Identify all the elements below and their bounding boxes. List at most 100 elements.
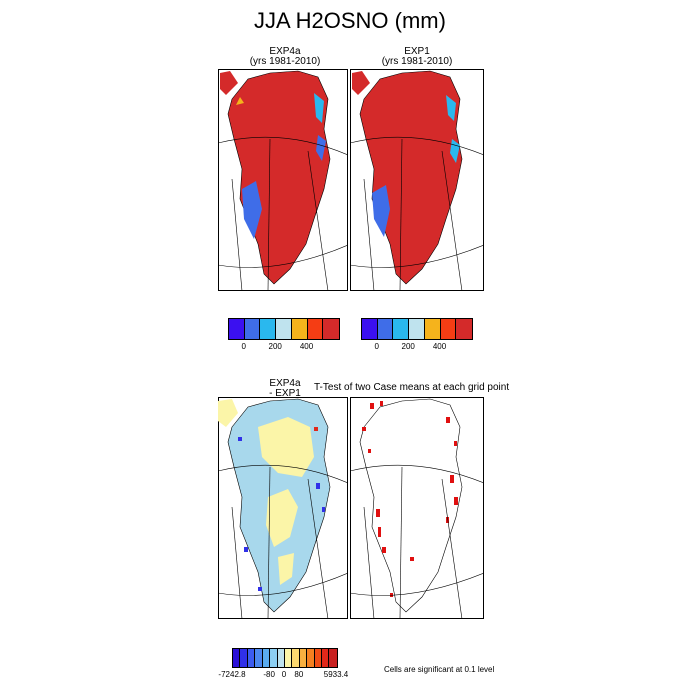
latitude-line — [218, 572, 348, 596]
panel-title-difference: EXP4a - EXP1 — [220, 379, 350, 399]
colorbar-swatch — [440, 319, 457, 339]
colorbar-difference — [232, 648, 338, 668]
colorbar-tick-label: -7242.8 — [218, 670, 246, 679]
colorbar-swatch — [323, 319, 339, 339]
sig-cell — [370, 403, 374, 409]
west-coast-snow-low — [372, 185, 390, 237]
colorbar-swatch — [299, 649, 308, 667]
greenland-outline — [359, 398, 463, 613]
west-coast-snow-low — [242, 181, 262, 239]
latitude-line — [350, 244, 484, 268]
colorbar-swatch — [284, 649, 293, 667]
negative-cell — [238, 437, 242, 441]
colorbar-tick-label: 0 — [374, 342, 379, 351]
northeast-coast-snow — [314, 93, 324, 123]
map-exp1 — [350, 69, 484, 291]
colorbar-tick-label: 80 — [294, 670, 304, 679]
colorbar-tick-label: 400 — [299, 342, 314, 351]
colorbar-swatch — [314, 649, 323, 667]
map-difference — [218, 397, 348, 619]
greenland-landmass — [359, 70, 463, 285]
latitude-line — [218, 244, 348, 268]
northwest-patch — [236, 97, 244, 105]
colorbar-tick-label: 0 — [281, 670, 287, 679]
colorbar-swatch — [276, 319, 292, 339]
colorbar-swatch — [291, 319, 308, 339]
colorbar-swatch — [277, 649, 285, 667]
sig-cell — [446, 517, 449, 523]
colorbar-swatch — [240, 649, 248, 667]
latitude-line — [350, 572, 484, 596]
sig-cell — [454, 441, 457, 446]
colorbar-swatch — [307, 319, 324, 339]
longitude-line — [267, 466, 271, 619]
colorbar-swatch — [393, 319, 410, 339]
colorbar-swatch — [247, 649, 256, 667]
colorbar-swatch — [307, 649, 315, 667]
ellesmere-island — [352, 71, 370, 95]
positive-diff-north — [258, 417, 314, 477]
colorbar-top-left — [228, 318, 340, 340]
longitude-line — [399, 138, 403, 291]
positive-diff-south — [278, 553, 294, 585]
longitude-line — [399, 466, 403, 619]
sig-cell — [454, 497, 458, 505]
colorbar-tick-label: 200 — [401, 342, 415, 351]
positive-cell — [314, 427, 318, 431]
colorbar-tick-label: -80 — [263, 670, 275, 679]
panel-title-line2: (yrs 1981-2010) — [381, 56, 453, 67]
panel-title-line2: - EXP1 — [269, 388, 301, 399]
colorbar-swatch — [409, 319, 425, 339]
longitude-line — [231, 178, 243, 291]
map-exp4a — [218, 69, 348, 291]
colorbar-swatch — [456, 319, 472, 339]
sig-cell — [362, 427, 366, 431]
longitude-line — [231, 506, 243, 619]
figure-title: JJA H2OSNO (mm) — [254, 8, 446, 33]
colorbar-swatch — [255, 649, 263, 667]
longitude-line — [307, 150, 329, 291]
colorbar-tick-label: 400 — [432, 342, 447, 351]
colorbar-tick-label: 0 — [241, 342, 246, 351]
negative-cell — [244, 547, 248, 552]
sig-cell — [450, 475, 454, 483]
colorbar-tick-label: 5933.4 — [323, 670, 349, 679]
latitude-line — [218, 464, 348, 484]
negative-cell — [316, 483, 320, 489]
east-coast-snow — [316, 135, 326, 161]
panel-title-line1: EXP4a — [269, 46, 301, 57]
positive-diff-central — [266, 489, 298, 547]
sig-cell — [410, 557, 414, 561]
colorbar-swatch — [244, 319, 261, 339]
longitude-line — [363, 178, 375, 291]
latitude-line — [350, 464, 484, 484]
longitude-line — [363, 506, 375, 619]
sig-cell — [380, 401, 383, 406]
colorbar-swatch — [292, 649, 300, 667]
sig-cell — [378, 527, 381, 537]
colorbar-swatch — [229, 319, 245, 339]
ellesmere-island — [220, 71, 238, 95]
significance-note: Cells are significant at 0.1 level — [384, 665, 495, 674]
colorbar-swatch — [377, 319, 394, 339]
panel-title-exp4a: EXP4a (yrs 1981-2010) — [220, 47, 350, 67]
panel-title-line1: EXP4a — [269, 378, 301, 389]
sig-cell — [376, 509, 380, 517]
panel-title-line1: EXP1 — [404, 46, 430, 57]
colorbar-swatch — [329, 649, 337, 667]
longitude-line — [267, 138, 271, 291]
northeast-coast-snow — [446, 95, 456, 121]
panel-title-ttest: T-Test of two Case means at each grid po… — [314, 382, 510, 393]
colorbar-swatch — [362, 319, 378, 339]
latitude-line — [218, 136, 348, 156]
negative-cell — [258, 587, 262, 591]
sig-cell — [368, 449, 371, 453]
colorbar-swatch — [233, 649, 241, 667]
latitude-line — [350, 136, 484, 156]
longitude-line — [441, 478, 463, 619]
colorbar-swatch — [262, 649, 271, 667]
panel-title-line2: (yrs 1981-2010) — [249, 56, 321, 67]
colorbar-top-right — [361, 318, 473, 340]
east-coast-snow — [450, 139, 460, 163]
colorbar-swatch — [270, 649, 278, 667]
